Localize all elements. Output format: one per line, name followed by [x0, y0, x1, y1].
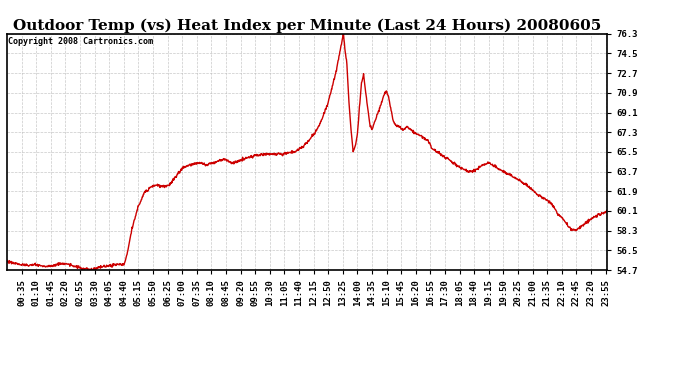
- Text: Copyright 2008 Cartronics.com: Copyright 2008 Cartronics.com: [8, 37, 153, 46]
- Title: Outdoor Temp (vs) Heat Index per Minute (Last 24 Hours) 20080605: Outdoor Temp (vs) Heat Index per Minute …: [13, 18, 601, 33]
